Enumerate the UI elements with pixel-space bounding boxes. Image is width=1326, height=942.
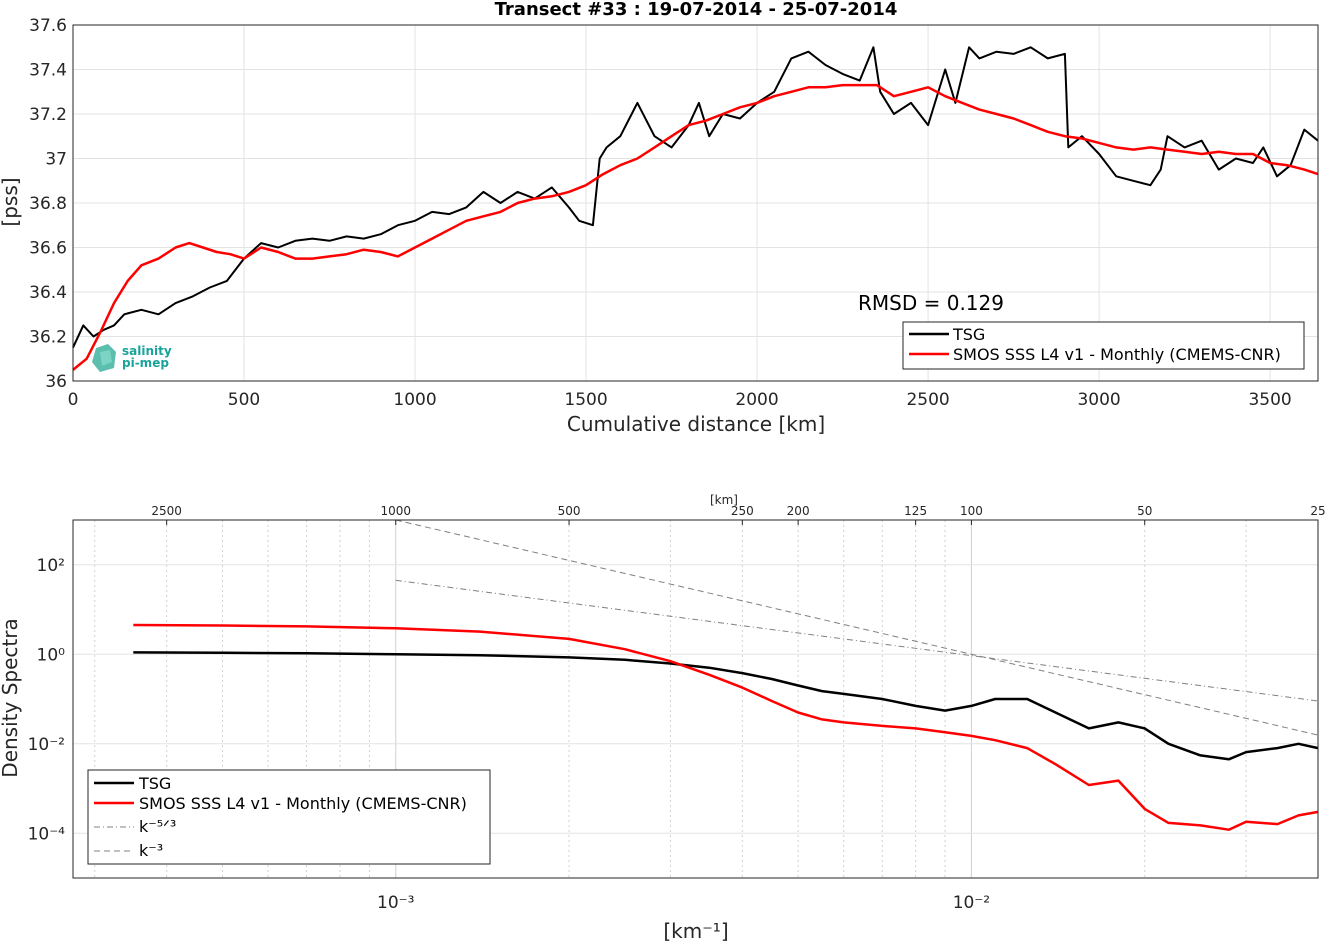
- legend-entry-k3: k⁻³: [139, 841, 163, 860]
- top-x-tick-label: 0: [68, 390, 79, 410]
- top-y-tick-label: 36.4: [29, 283, 67, 303]
- legend-entry-k53: k⁻⁵ᐟ³: [139, 817, 176, 836]
- top-chart-series: [72, 46, 1319, 371]
- top-km-tick-label: 25: [1310, 504, 1325, 518]
- bottom-y-tick-label: 10⁻⁴: [28, 824, 66, 844]
- smos-spectrum-line: [133, 623, 1319, 831]
- top-km-tick-label: 500: [558, 504, 581, 518]
- bottom-y-tick-label: 10²: [37, 556, 65, 576]
- rmsd-annotation: RMSD = 0.129: [858, 291, 1004, 315]
- legend-entry-smos: SMOS SSS L4 v1 - Monthly (CMEMS-CNR): [953, 345, 1281, 364]
- bottom-y-tick-label: 10⁰: [37, 645, 66, 665]
- top-chart: 0 500 1000 1500 2000 2500 3000 3500 36 36.2 36.4 36…: [0, 0, 1319, 436]
- tsg-series-line: [72, 46, 1319, 349]
- legend-entry-smos-spectra: SMOS SSS L4 v1 - Monthly (CMEMS-CNR): [139, 794, 467, 813]
- legend-entry-tsg: TSG: [952, 325, 985, 344]
- top-chart-ticks: 0 500 1000 1500 2000 2500 3000 3500 36 36.2 36.4 36…: [29, 16, 1292, 410]
- top-chart-title: Transect #33 : 19-07-2014 - 25-07-2014: [495, 0, 898, 20]
- top-km-tick-label: 200: [787, 504, 810, 518]
- top-y-tick-label: 37.4: [29, 61, 67, 81]
- bottom-chart-ticks: 10⁻³ 10⁻² 10⁻⁴ 10⁻² 10⁰ 10² 2500 1000 500 250 200 1…: [28, 504, 1326, 913]
- top-x-tick-label: 2500: [906, 390, 949, 410]
- top-y-tick-label: 37.2: [29, 105, 67, 125]
- top-km-tick-label: 2500: [151, 504, 182, 518]
- legend-entry-tsg-spectra: TSG: [138, 774, 171, 793]
- top-y-tick-label: 36: [45, 372, 67, 392]
- top-chart-axes-box: [72, 24, 1319, 382]
- salinity-pi-mep-logo: salinity pi-mep: [92, 344, 172, 372]
- top-x-tick-label: 3500: [1248, 390, 1291, 410]
- top-y-tick-label: 36.2: [29, 328, 67, 348]
- bottom-chart-series: [133, 519, 1319, 831]
- logo-text-salinity: salinity: [122, 344, 172, 358]
- top-x-tick-label: 3000: [1077, 390, 1120, 410]
- logo-text-pi-mep: pi-mep: [122, 356, 169, 370]
- tsg-spectrum-line: [133, 651, 1319, 761]
- bottom-chart-legend: TSG SMOS SSS L4 v1 - Monthly (CMEMS-CNR)…: [87, 769, 491, 865]
- bottom-chart-x-axis-label: [km⁻¹]: [663, 919, 728, 942]
- bottom-chart: 10⁻³ 10⁻² 10⁻⁴ 10⁻² 10⁰ 10² 2500 1000 500 250 200 1…: [0, 493, 1326, 942]
- bottom-chart-y-axis-label: Density Spectra: [0, 618, 22, 777]
- top-chart-x-axis-label: Cumulative distance [km]: [567, 412, 825, 436]
- top-km-tick-label: 100: [960, 504, 983, 518]
- bottom-x-tick-label: 10⁻²: [953, 893, 990, 913]
- bottom-x-tick-label: 10⁻³: [377, 893, 414, 913]
- bottom-chart-top-axis-label: [km]: [710, 493, 738, 507]
- bottom-chart-axes-box: [72, 519, 1319, 879]
- top-y-tick-label: 36.6: [29, 239, 67, 259]
- top-y-tick-label: 36.8: [29, 194, 67, 214]
- top-x-tick-label: 1500: [564, 390, 607, 410]
- bottom-chart-grid: [73, 520, 1319, 878]
- top-chart-legend: TSG SMOS SSS L4 v1 - Monthly (CMEMS-CNR): [902, 321, 1305, 370]
- k53-reference-line: [395, 579, 1319, 702]
- top-km-tick-label: 50: [1137, 504, 1152, 518]
- top-y-tick-label: 37.6: [29, 16, 67, 36]
- k3-reference-line: [395, 519, 1319, 736]
- bottom-y-tick-label: 10⁻²: [28, 735, 65, 755]
- top-y-tick-label: 37: [45, 150, 67, 170]
- top-x-tick-label: 2000: [735, 390, 778, 410]
- top-x-tick-label: 500: [228, 390, 260, 410]
- top-km-tick-label: 250: [731, 504, 754, 518]
- top-km-tick-label: 125: [904, 504, 927, 518]
- smos-series-line: [72, 83, 1319, 371]
- top-chart-y-axis-label: [pss]: [0, 177, 22, 226]
- top-x-tick-label: 1000: [393, 390, 436, 410]
- top-km-tick-label: 1000: [380, 504, 411, 518]
